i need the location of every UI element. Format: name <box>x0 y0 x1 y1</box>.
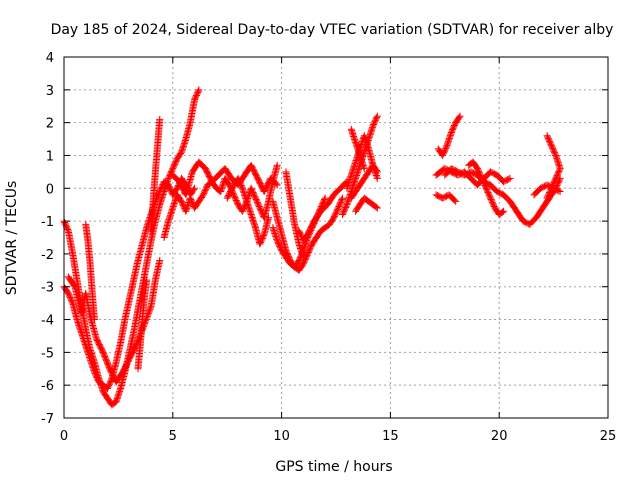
data-point <box>156 256 164 264</box>
axis-ticks: 0 5 10 15 20 25 -7 -6 -5 -4 -3 -2 -1 0 1 2 3 4 <box>41 51 616 444</box>
y-tick-label: -5 <box>41 346 54 361</box>
data-point <box>190 186 198 194</box>
data-point <box>156 115 164 123</box>
data-point <box>321 194 329 202</box>
y-tick-label: 3 <box>46 84 54 99</box>
x-tick-label: 10 <box>273 429 290 444</box>
data-point <box>500 207 508 215</box>
grid <box>64 57 608 418</box>
plot-frame <box>63 56 609 419</box>
data-point <box>360 165 368 173</box>
data-point <box>265 214 273 222</box>
x-tick-label: 20 <box>491 429 508 444</box>
chart-title: Day 185 of 2024, Sidereal Day-to-day VTE… <box>51 22 614 38</box>
data-point <box>299 253 307 261</box>
data-point <box>143 276 151 284</box>
x-tick-label: 5 <box>169 429 177 444</box>
data-point <box>498 208 506 216</box>
data-point <box>556 188 564 196</box>
data-point <box>373 174 381 182</box>
data-point <box>452 197 460 205</box>
data-point <box>321 196 328 204</box>
data-point <box>338 196 346 204</box>
data-point <box>273 161 281 169</box>
data-point <box>555 187 563 195</box>
data-point <box>68 298 76 306</box>
data-point <box>273 181 281 189</box>
x-axis-label: GPS time / hours <box>275 459 392 475</box>
data-point <box>372 167 380 175</box>
x-tick-label: 0 <box>60 429 68 444</box>
data-point <box>373 204 381 212</box>
data-point <box>442 143 450 151</box>
y-tick-label: -3 <box>41 281 54 296</box>
data-point <box>544 193 552 201</box>
data-point <box>506 174 514 182</box>
y-axis-label: SDTVAR / TECUs <box>4 181 20 296</box>
data-point <box>342 202 350 210</box>
y-tick-label: 4 <box>46 51 54 66</box>
data-point <box>373 113 381 121</box>
data-point <box>195 86 203 94</box>
data-point <box>238 183 246 191</box>
plot-marks <box>60 86 564 409</box>
data-point <box>191 184 199 192</box>
data-point <box>260 232 268 240</box>
data-point <box>505 175 513 183</box>
data-point <box>272 180 280 188</box>
data-point <box>456 112 464 120</box>
data-point <box>194 87 202 95</box>
y-tick-label: -2 <box>41 248 54 263</box>
y-tick-label: 1 <box>46 149 54 164</box>
data-point <box>543 194 551 202</box>
y-tick-label: -6 <box>41 379 54 394</box>
y-tick-label: 0 <box>46 182 54 197</box>
y-tick-label: 2 <box>46 117 54 132</box>
x-tick-label: 15 <box>382 429 399 444</box>
data-point <box>64 226 72 234</box>
data-point <box>373 112 381 120</box>
data-point <box>551 150 559 158</box>
y-tick-label: -1 <box>41 215 54 230</box>
data-point <box>339 194 347 202</box>
data-point <box>372 203 380 211</box>
y-tick-label: -4 <box>41 314 54 329</box>
data-point <box>451 196 459 204</box>
x-tick-label: 25 <box>600 429 617 444</box>
data-point <box>147 304 154 312</box>
y-tick-label: -7 <box>41 412 54 427</box>
data-point <box>373 168 381 176</box>
data-point <box>145 307 153 315</box>
data-point <box>90 316 98 324</box>
data-point <box>146 305 154 313</box>
data-point <box>455 113 463 121</box>
